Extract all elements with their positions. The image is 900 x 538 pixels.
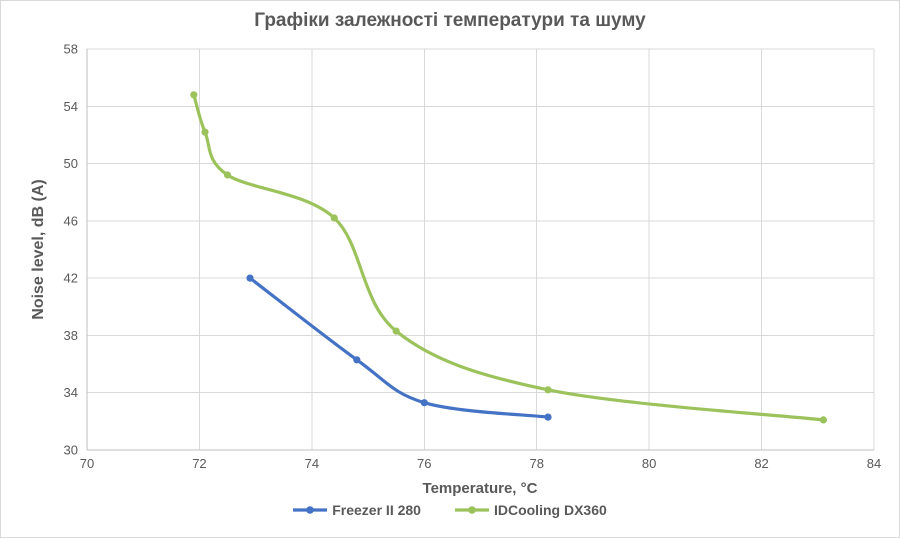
x-tick-label: 74 [305,456,319,471]
series-line-freezer-ii-280 [248,276,550,419]
y-tick-label: 34 [64,385,78,400]
y-tick-label: 50 [64,156,78,171]
marker-freezer-ii-280 [420,399,428,407]
marker-freezer-ii-280 [353,356,361,364]
legend-line-marker-swatch [293,506,328,514]
marker-idcooling-dx360 [330,214,338,222]
marker-idcooling-dx360 [223,171,232,179]
marker-freezer-ii-280 [246,274,254,282]
legend: Freezer II 280 IDCooling DX360 [1,502,899,518]
marker-idcooling-dx360 [190,91,198,99]
y-tick-label: 38 [64,328,78,343]
y-tick-label: 30 [64,443,78,458]
x-tick-label: 76 [417,456,431,471]
marker-idcooling-dx360 [819,416,828,424]
y-tick-label: 46 [64,213,78,228]
x-axis-title: Temperature, °C [423,480,538,497]
y-tick-label: 54 [64,99,78,114]
legend-item-idcooling-dx360[interactable]: IDCooling DX360 [454,502,607,518]
chart-title: Графіки залежності температури та шуму [254,10,646,31]
legend-line-marker-swatch [454,506,489,514]
y-tick-label: 58 [64,42,78,57]
x-tick-label: 80 [642,456,656,471]
legend-label: Freezer II 280 [332,502,421,518]
x-tick-label: 84 [867,456,881,471]
x-tick-label: 70 [80,456,94,471]
legend-swatch-marker [468,506,476,514]
x-tick-label: 72 [192,456,206,471]
legend-item-freezer-ii-280[interactable]: Freezer II 280 [293,502,421,518]
marker-idcooling-dx360 [201,128,209,136]
y-axis-title: Noise level, dB (A) [30,179,47,319]
marker-freezer-ii-280 [544,413,552,421]
legend-swatch-marker [306,506,315,514]
y-tick-label: 42 [64,271,78,286]
x-tick-label: 78 [529,456,543,471]
marker-idcooling-dx360 [544,386,552,394]
x-tick-label: 82 [754,456,768,471]
marker-idcooling-dx360 [392,327,400,335]
series-line-idcooling-dx360 [192,93,825,422]
legend-label: IDCooling DX360 [493,502,607,518]
